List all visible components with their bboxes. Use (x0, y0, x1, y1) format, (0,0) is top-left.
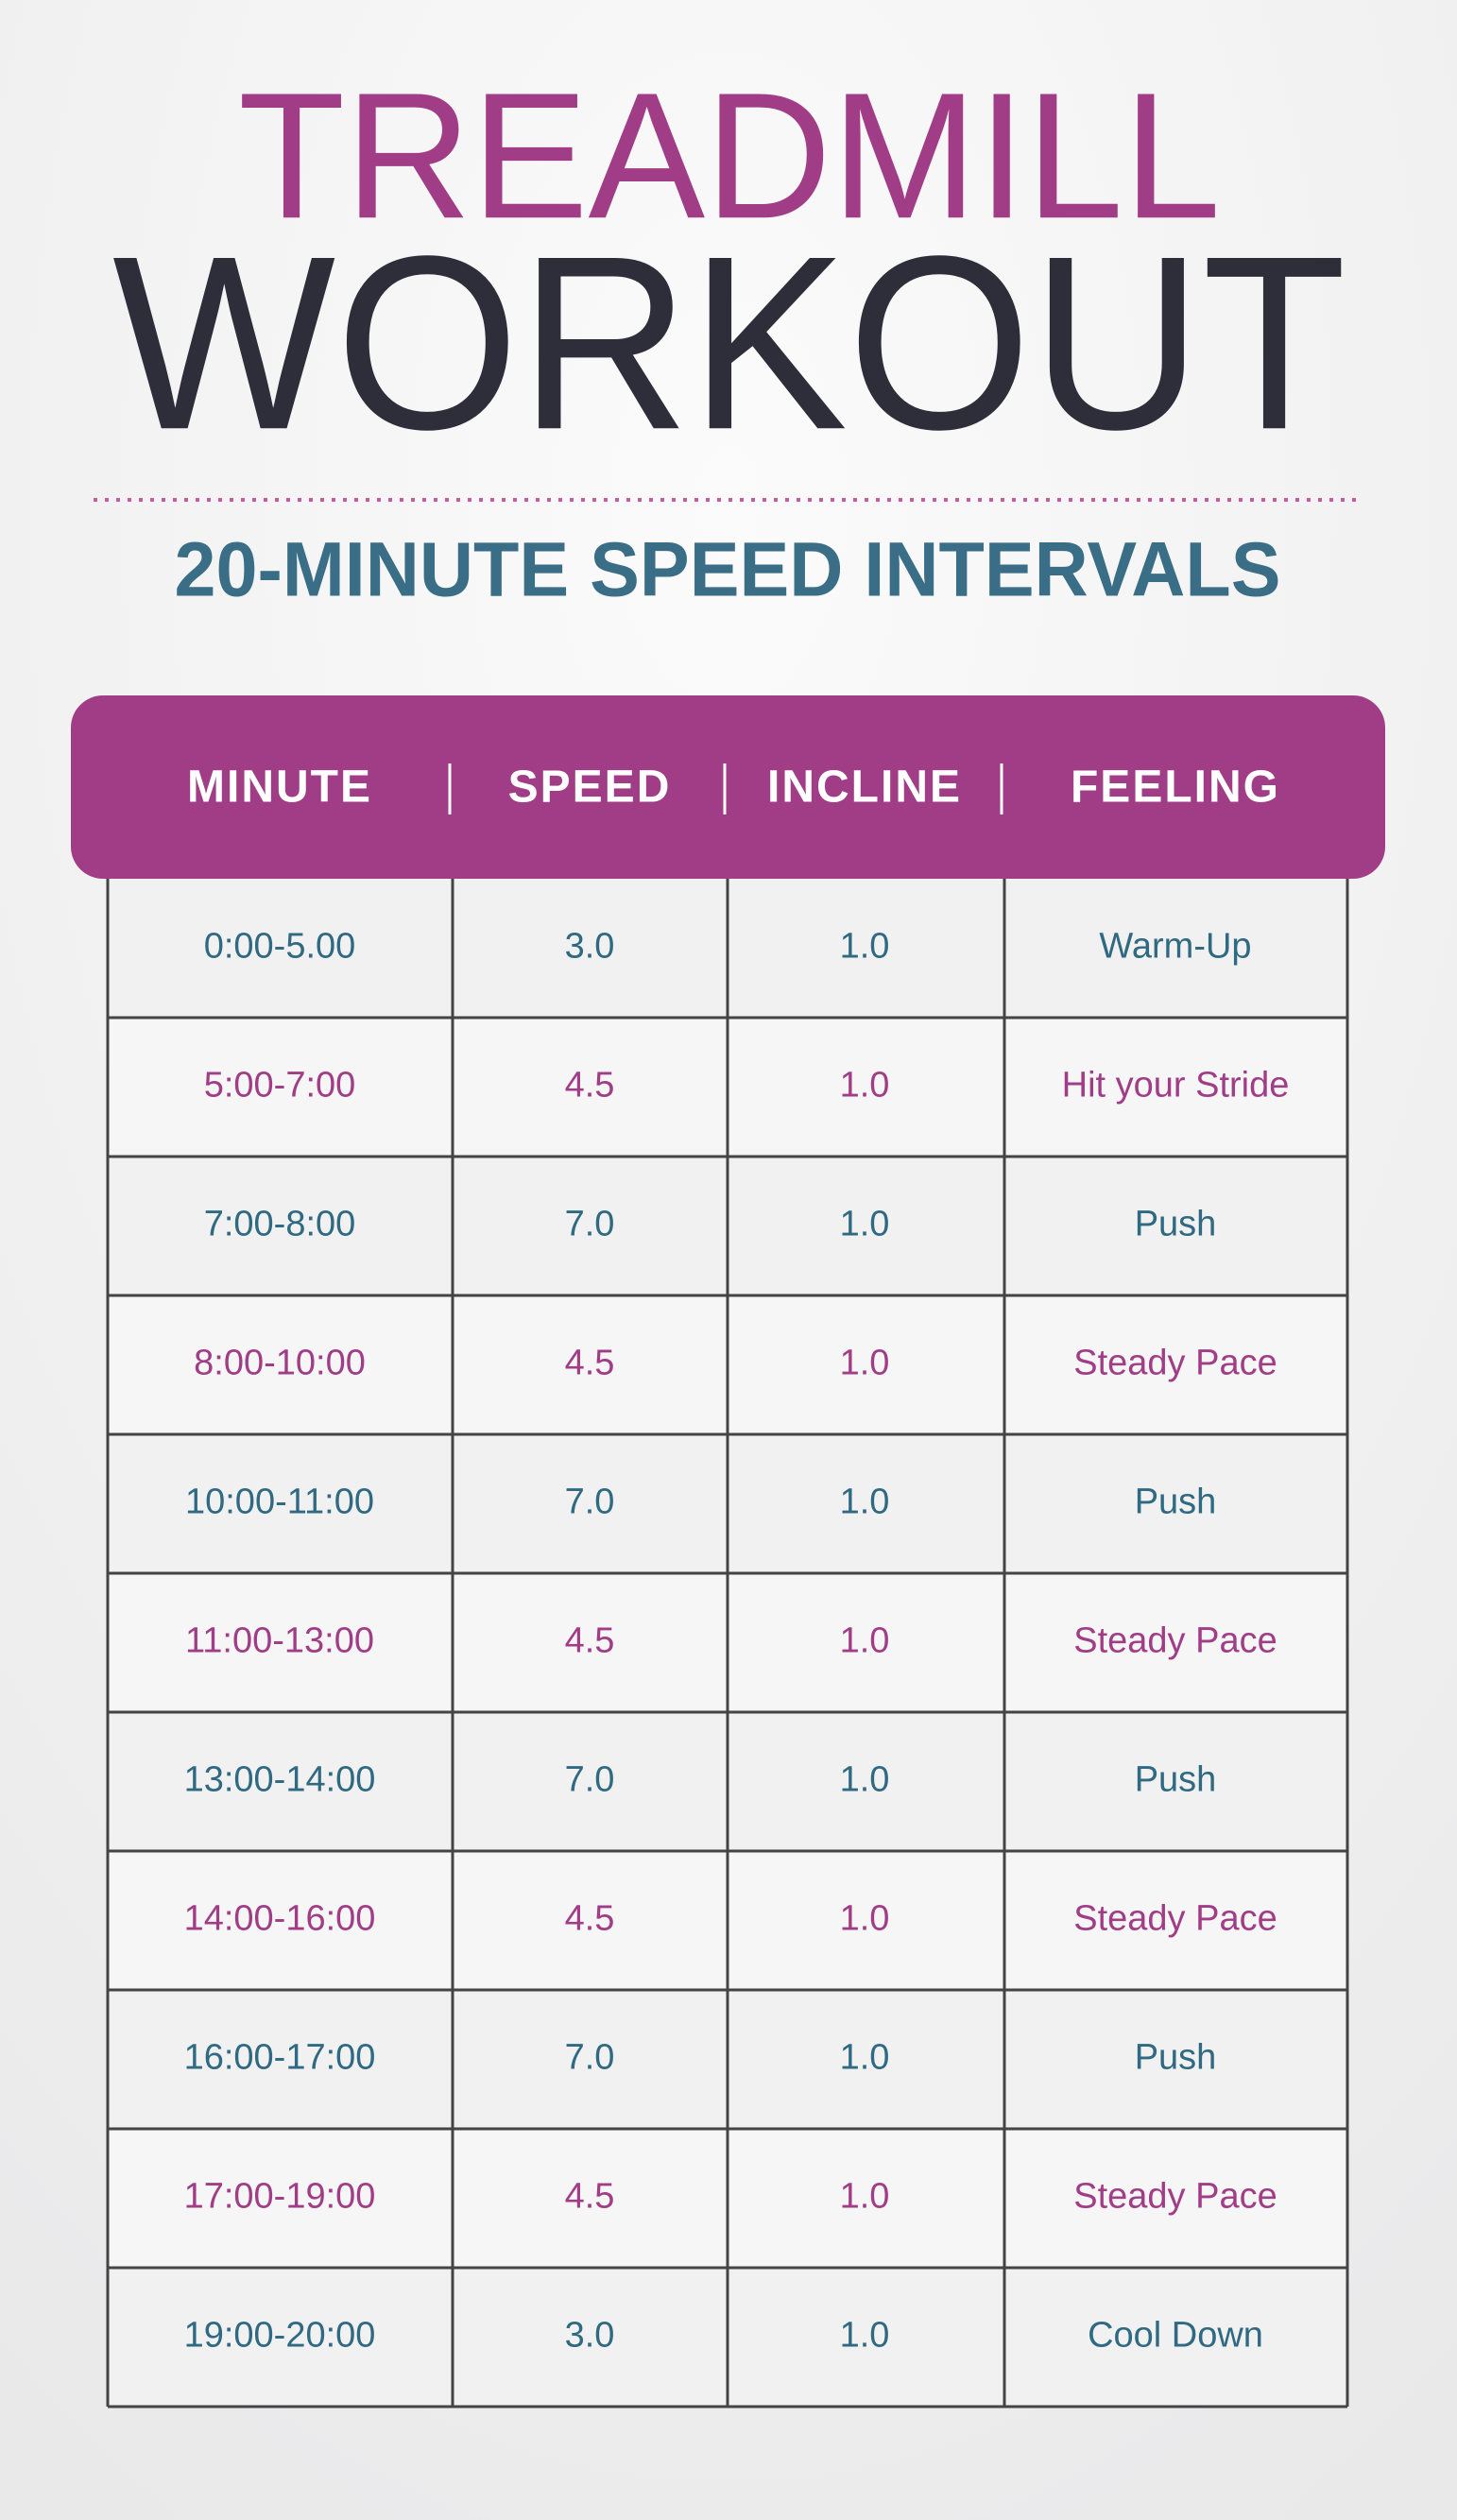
cell: Steady Pace (1073, 1899, 1277, 1939)
cell: 0:00-5.00 (204, 927, 356, 967)
cell: 1.0 (840, 2038, 890, 2078)
cell: Steady Pace (1073, 2177, 1277, 2217)
cell: 1.0 (840, 1621, 890, 1661)
cell: 14:00-16:00 (184, 1899, 376, 1939)
cell: 7.0 (565, 1483, 615, 1522)
cell: Push (1135, 1483, 1217, 1522)
cell: 1.0 (840, 927, 890, 967)
cell: 17:00-19:00 (184, 2177, 376, 2217)
cell: 13:00-14:00 (184, 1760, 376, 1800)
cell: 7:00-8:00 (204, 1205, 356, 1244)
cell: Push (1135, 1760, 1217, 1800)
cell: 1.0 (840, 1344, 890, 1383)
column-header: MINUTE (187, 763, 372, 813)
cell: Hit your Stride (1062, 1066, 1290, 1106)
subtitle: 20-MINUTE SPEED INTERVALS (175, 527, 1281, 613)
cell: 4.5 (565, 1344, 615, 1383)
cell: Warm-Up (1099, 927, 1251, 967)
cell: 19:00-20:00 (184, 2316, 376, 2356)
cell: 16:00-17:00 (184, 2038, 376, 2078)
title-line2: WORKOUT (112, 204, 1346, 481)
cell: 1.0 (840, 1066, 890, 1106)
cell: 5:00-7:00 (204, 1066, 356, 1106)
cell: Steady Pace (1073, 1344, 1277, 1383)
cell: 7.0 (565, 2038, 615, 2078)
cell: 1.0 (840, 2316, 890, 2356)
cell: 1.0 (840, 1899, 890, 1939)
column-header: SPEED (508, 763, 672, 813)
cell: 7.0 (565, 1760, 615, 1800)
table-header (71, 695, 1385, 879)
cell: 4.5 (565, 2177, 615, 2217)
cell: 4.5 (565, 1621, 615, 1661)
cell: 1.0 (840, 1760, 890, 1800)
cell: 1.0 (840, 1205, 890, 1244)
cell: 7.0 (565, 1205, 615, 1244)
cell: 1.0 (840, 1483, 890, 1522)
cell: 3.0 (565, 927, 615, 967)
column-header: FEELING (1071, 763, 1280, 813)
cell: 10:00-11:00 (185, 1483, 374, 1522)
cell: 11:00-13:00 (185, 1621, 374, 1661)
cell: 8:00-10:00 (194, 1344, 366, 1383)
cell: 3.0 (565, 2316, 615, 2356)
cell: Push (1135, 2038, 1217, 2078)
title-line1: TREADMILL (238, 56, 1221, 256)
cell: 4.5 (565, 1899, 615, 1939)
cell: Push (1135, 1205, 1217, 1244)
column-header: INCLINE (767, 763, 962, 813)
table: MINUTE SPEED INCLINE FEELING 0:00-5.00 3.0 1.0… (106, 763, 1349, 2409)
cell: Steady Pace (1073, 1621, 1277, 1661)
cell: 4.5 (565, 1066, 615, 1106)
cell: Cool Down (1088, 2316, 1263, 2356)
cell: 1.0 (840, 2177, 890, 2217)
